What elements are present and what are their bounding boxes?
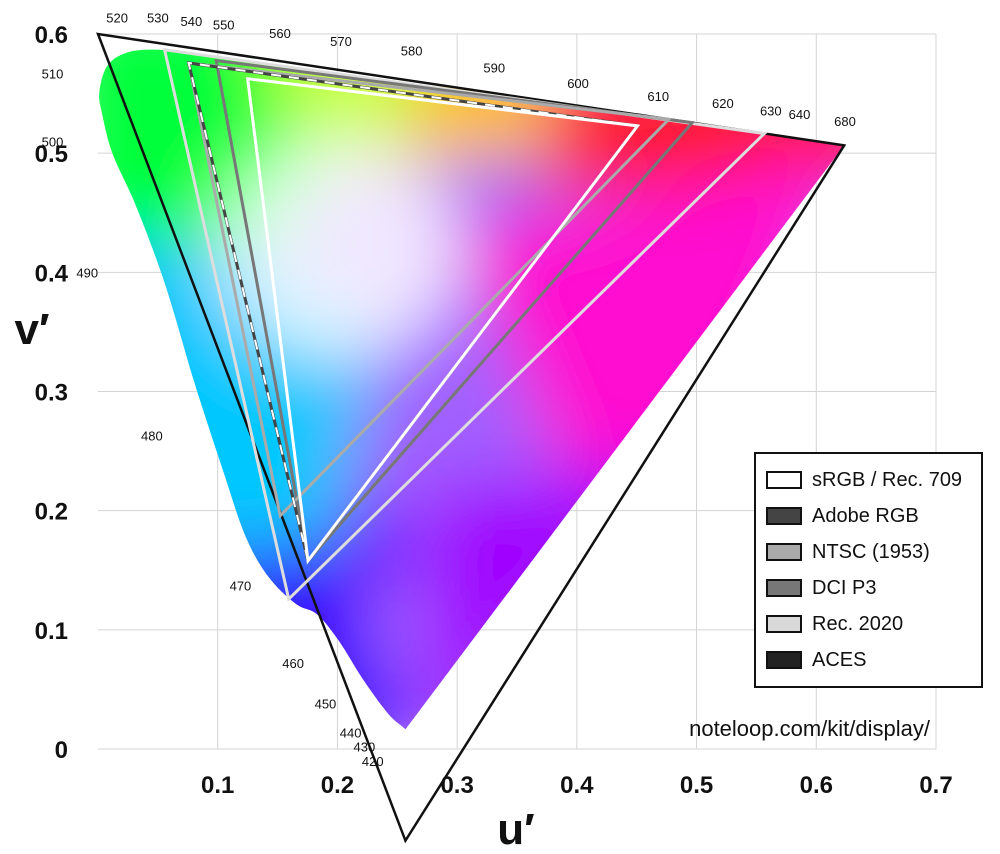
wavelength-label: 440: [340, 725, 362, 740]
wavelength-label: 590: [483, 60, 505, 75]
y-tick-label: 0.4: [35, 260, 69, 287]
x-tick-label: 0.4: [560, 772, 594, 799]
x-tick-label: 0.1: [201, 772, 234, 799]
legend-swatch: [766, 651, 802, 669]
legend-label: Rec. 2020: [812, 612, 904, 635]
y-tick-label: 0: [55, 737, 68, 764]
legend-item: sRGB / Rec. 709: [766, 466, 962, 494]
x-tick-label: 0.7: [919, 772, 952, 799]
wavelength-label: 480: [141, 429, 163, 444]
legend-item: ACES: [766, 646, 866, 674]
wavelength-label: 510: [42, 66, 64, 81]
legend-swatch: [766, 471, 802, 489]
gamut-ntsc-1953: [186, 61, 673, 519]
wavelength-label: 540: [181, 14, 203, 29]
y-tick-label: 0.2: [35, 499, 68, 526]
legend-item: DCI P3: [766, 574, 876, 602]
legend-swatch: [766, 579, 802, 597]
wavelength-label: 530: [147, 10, 169, 25]
wavelength-label: 600: [567, 76, 589, 91]
wavelength-label: 570: [330, 34, 352, 49]
wavelength-label: 640: [789, 107, 811, 122]
x-tick-label: 0.2: [321, 772, 354, 799]
source-credit: noteloop.com/kit/display/: [689, 716, 930, 741]
y-tick-label: 0.3: [35, 380, 68, 407]
wavelength-label: 560: [269, 26, 291, 41]
gamut-adobe-rgb-dash: [187, 61, 640, 564]
gamut-triangles: [96, 32, 847, 844]
legend-swatch: [766, 615, 802, 633]
axis-ticks: 0.1 0.2 0.3 0.4 0.5 0.6 0.7 0 0.1 0.2 0.3 0.4 0.5 0.6: [35, 22, 953, 799]
wavelength-label: 420: [362, 754, 384, 769]
legend-item: Adobe RGB: [766, 502, 919, 530]
wavelength-label: 550: [213, 17, 235, 32]
legend-swatch: [766, 543, 802, 561]
legend-label: ACES: [812, 648, 867, 671]
legend-item: NTSC (1953): [766, 538, 930, 566]
x-tick-label: 0.5: [680, 772, 713, 799]
wavelength-label: 450: [315, 697, 337, 712]
wavelength-label: 680: [834, 114, 856, 129]
y-tick-label: 0.5: [35, 141, 68, 168]
wavelength-label: 620: [712, 96, 734, 111]
legend-item: Rec. 2020: [766, 610, 903, 638]
legend-label: NTSC (1953): [812, 540, 930, 563]
wavelength-label: 460: [282, 656, 304, 671]
gamut-srgb-rec-709: [245, 76, 641, 565]
x-tick-label: 0.6: [800, 772, 833, 799]
y-tick-label: 0.1: [35, 618, 68, 645]
wavelength-label: 470: [230, 579, 252, 594]
wavelength-label: 500: [42, 134, 64, 149]
y-axis-label: v′: [14, 305, 49, 354]
wavelength-label: 520: [106, 10, 128, 25]
legend-label: sRGB / Rec. 709: [812, 468, 963, 491]
wavelength-label: 430: [354, 740, 376, 755]
wavelength-label: 490: [76, 265, 98, 280]
legend: sRGB / Rec. 709 Adobe RGB NTSC (1953) DCI P…: [754, 452, 983, 688]
legend-label: Adobe RGB: [812, 504, 919, 527]
x-tick-label: 0.3: [440, 772, 473, 799]
legend-label: DCI P3: [812, 576, 877, 599]
gamut-dci-p3: [214, 58, 696, 565]
wavelength-label: 610: [647, 89, 669, 104]
wavelength-label: 630: [760, 103, 782, 118]
wavelength-label: 580: [401, 44, 423, 59]
x-axis-label: u′: [497, 805, 534, 854]
legend-swatch: [766, 507, 802, 525]
y-tick-label: 0.6: [35, 22, 68, 49]
